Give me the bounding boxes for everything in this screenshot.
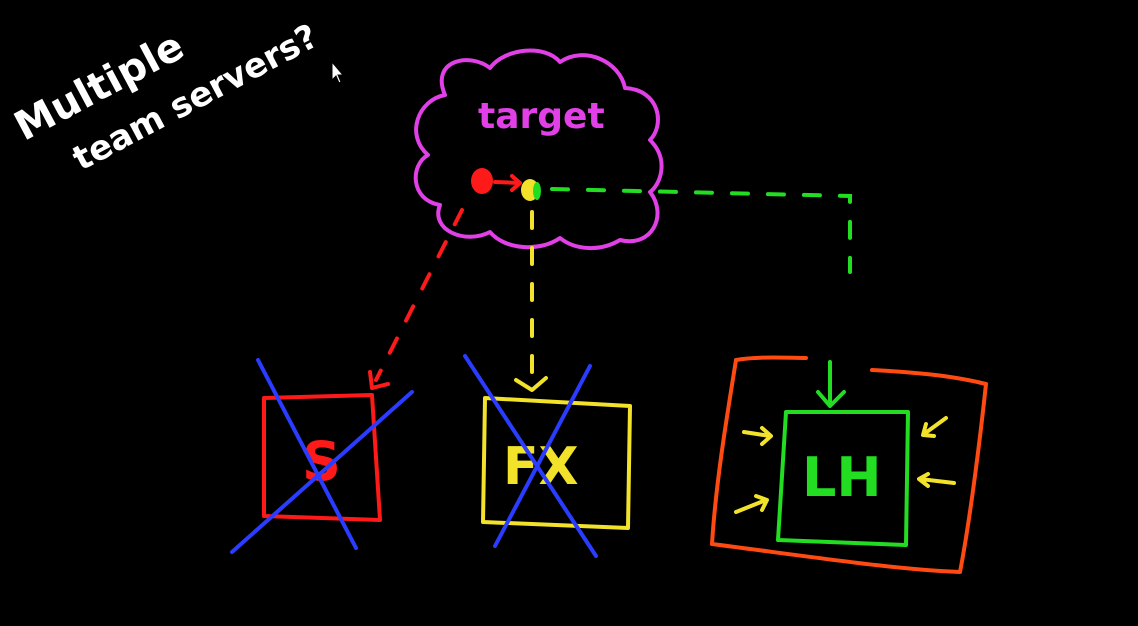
target-cloud: target: [413, 48, 664, 251]
lh-inner-box: [776, 410, 910, 547]
cloud-outline: [413, 48, 664, 251]
cloud-label: target: [478, 96, 605, 137]
red-node: [471, 168, 493, 194]
lh-server-group: LH: [710, 355, 988, 574]
yellow-arrow-right-bottom: [917, 472, 956, 488]
yellow-arrow-left-bottom: [734, 494, 769, 514]
red-arrowhead: [368, 370, 390, 390]
green-dashed-connector: [550, 187, 852, 274]
s-server-box: S: [230, 358, 414, 554]
fx-label: FX: [503, 437, 579, 497]
fx-server-box: FX: [463, 354, 632, 558]
s-cross-out: [230, 358, 414, 554]
green-node-edge: [533, 182, 541, 200]
green-arrow: [816, 360, 846, 408]
yellow-arrow-right-top: [921, 416, 948, 438]
yellow-arrowhead: [514, 376, 548, 392]
lh-label: LH: [802, 446, 882, 509]
red-arrow: [493, 174, 522, 192]
fx-cross-out: [463, 354, 598, 558]
yellow-arrow-left-top: [742, 426, 773, 446]
mouse-cursor-icon: [331, 60, 345, 84]
red-dashed-connector: [374, 208, 464, 382]
lh-outer-frame: [710, 355, 988, 574]
